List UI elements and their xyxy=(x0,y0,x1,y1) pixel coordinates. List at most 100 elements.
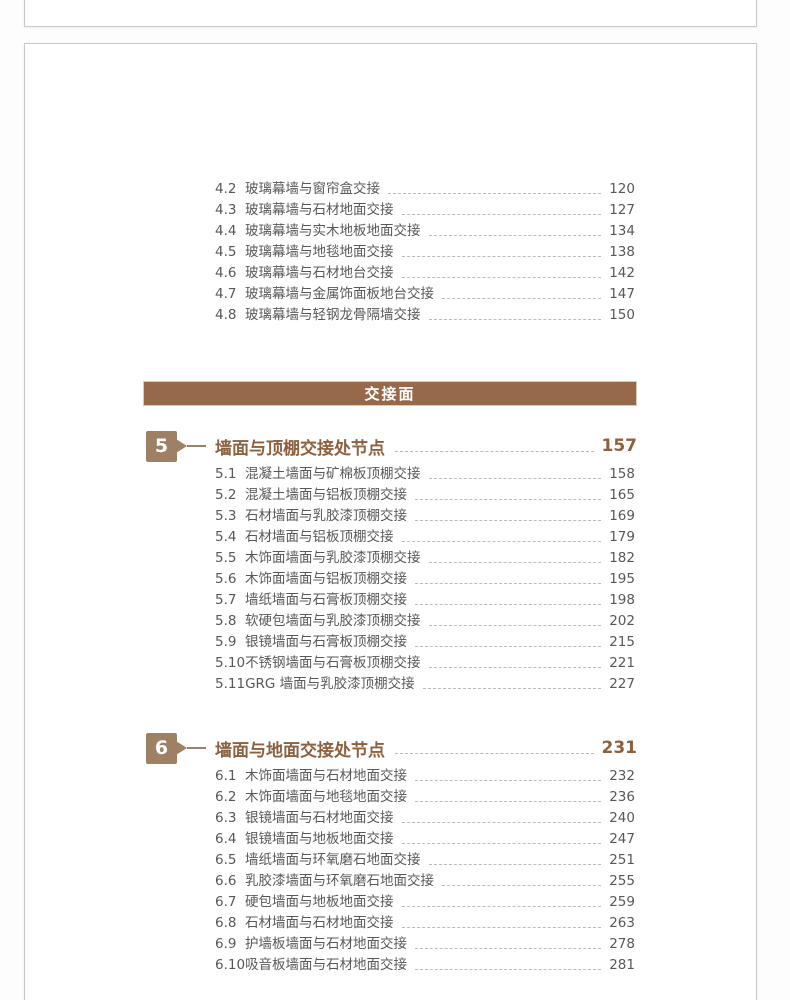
entry-number: 6.9 xyxy=(215,936,237,952)
entry-title: 石材墙面与铝板顶棚交接 xyxy=(245,529,394,545)
dotted-leader xyxy=(401,906,601,907)
entry-title: 乳胶漆墙面与环氧磨石地面交接 xyxy=(245,873,434,889)
dotted-leader xyxy=(401,541,601,542)
entry-number: 4.5 xyxy=(215,244,237,260)
chapter-title: 墙面与地面交接处节点 xyxy=(215,740,385,761)
entry-title: 吸音板墙面与石材地面交接 xyxy=(245,957,408,973)
entry-page-number: 134 xyxy=(609,223,635,239)
entry-page-number: 215 xyxy=(609,634,635,650)
chapter-5-marker: 5 xyxy=(146,430,206,462)
dotted-leader xyxy=(442,298,601,299)
entry-page-number: 198 xyxy=(609,592,635,608)
entry-title: 木饰面墙面与地毯地面交接 xyxy=(245,789,407,805)
chapter-5-header: 5 墙面与顶棚交接处节点 157 xyxy=(25,429,637,463)
marker-arrow-icon xyxy=(176,741,187,755)
entry-page-number: 165 xyxy=(609,487,635,503)
toc-entry: 4.2 玻璃幕墙与窗帘盒交接 120 xyxy=(215,179,635,200)
toc-entry: 6.6 乳胶漆墙面与环氧磨石地面交接 255 xyxy=(215,871,635,892)
dotted-leader xyxy=(428,625,601,626)
chapter-dotted-leader xyxy=(395,752,594,754)
chapter-6-marker: 6 xyxy=(146,732,206,764)
dotted-leader xyxy=(415,646,601,647)
dotted-leader xyxy=(415,604,601,605)
entry-page-number: 150 xyxy=(609,307,635,323)
entry-number: 4.2 xyxy=(215,181,237,197)
chapter-dotted-leader xyxy=(395,450,594,452)
entry-page-number: 227 xyxy=(609,676,635,692)
dotted-leader xyxy=(442,885,601,886)
entry-number: 5.1 xyxy=(215,466,237,482)
entry-page-number: 263 xyxy=(609,915,635,931)
chapter-number-box: 5 xyxy=(146,430,177,462)
dotted-leader xyxy=(401,214,601,215)
entry-title: 玻璃幕墙与石材地台交接 xyxy=(245,265,394,281)
entry-number: 4.8 xyxy=(215,307,237,323)
entry-title: 石材墙面与乳胶漆顶棚交接 xyxy=(245,508,407,524)
entry-title: 护墙板墙面与石材地面交接 xyxy=(245,936,407,952)
toc-entry: 6.10 吸音板墙面与石材地面交接 281 xyxy=(215,955,635,976)
chapter-page-number: 157 xyxy=(601,436,638,456)
entry-title: 不锈钢墙面与石膏板顶棚交接 xyxy=(245,655,421,671)
entry-title: 软硬包墙面与乳胶漆顶棚交接 xyxy=(245,613,421,629)
toc-entry: 5.11 GRG 墙面与乳胶漆顶棚交接 227 xyxy=(215,674,635,695)
entry-number: 5.11 xyxy=(215,676,246,692)
entry-title: 玻璃幕墙与轻钢龙骨隔墙交接 xyxy=(245,307,421,323)
toc-entry: 4.8 玻璃幕墙与轻钢龙骨隔墙交接 150 xyxy=(215,305,635,326)
toc-entry: 5.6 木饰面墙面与铝板顶棚交接 195 xyxy=(215,569,635,590)
dotted-leader xyxy=(415,583,601,584)
chapter-page-number: 231 xyxy=(601,738,638,758)
entry-page-number: 247 xyxy=(609,831,635,847)
toc-entry: 5.7 墙纸墙面与石膏板顶棚交接 198 xyxy=(215,590,635,611)
toc-entry: 6.7 硬包墙面与地板地面交接 259 xyxy=(215,892,635,913)
toc-page-content: 4.2 玻璃幕墙与窗帘盒交接 120 4.3 玻璃幕墙与石材地面交接 127 4… xyxy=(25,44,756,1000)
toc-entry: 4.6 玻璃幕墙与石材地台交接 142 xyxy=(215,263,635,284)
toc-entry: 6.2 木饰面墙面与地毯地面交接 236 xyxy=(215,787,635,808)
entry-title: 玻璃幕墙与金属饰面板地台交接 xyxy=(245,286,434,302)
entry-page-number: 221 xyxy=(609,655,635,671)
marker-line xyxy=(187,445,206,447)
entry-title: 银镜墙面与石材地面交接 xyxy=(245,810,394,826)
toc-entry: 5.10 不锈钢墙面与石膏板顶棚交接 221 xyxy=(215,653,635,674)
toc-page: 4.2 玻璃幕墙与窗帘盒交接 120 4.3 玻璃幕墙与石材地面交接 127 4… xyxy=(24,43,757,1000)
toc-entry: 5.4 石材墙面与铝板顶棚交接 179 xyxy=(215,527,635,548)
entry-title: 玻璃幕墙与窗帘盒交接 xyxy=(245,181,380,197)
toc-entry: 4.7 玻璃幕墙与金属饰面板地台交接 147 xyxy=(215,284,635,305)
entry-page-number: 251 xyxy=(609,852,635,868)
entry-page-number: 158 xyxy=(609,466,635,482)
entry-number: 5.9 xyxy=(215,634,237,650)
entry-title: 混凝土墙面与铝板顶棚交接 xyxy=(245,487,407,503)
dotted-leader xyxy=(415,969,601,970)
entry-number: 5.10 xyxy=(215,655,246,671)
chapter-5-entries: 5.1 混凝土墙面与矿棉板顶棚交接 158 5.2 混凝土墙面与铝板顶棚交接 1… xyxy=(215,464,635,695)
dotted-leader xyxy=(388,193,601,194)
entry-number: 6.10 xyxy=(215,957,246,973)
dotted-leader xyxy=(415,780,601,781)
entry-page-number: 202 xyxy=(609,613,635,629)
entry-number: 5.4 xyxy=(215,529,237,545)
entry-number: 6.7 xyxy=(215,894,237,910)
entry-page-number: 138 xyxy=(609,244,635,260)
toc-entry: 6.9 护墙板墙面与石材地面交接 278 xyxy=(215,934,635,955)
toc-entry: 6.1 木饰面墙面与石材地面交接 232 xyxy=(215,766,635,787)
entry-number: 5.8 xyxy=(215,613,237,629)
entry-number: 4.3 xyxy=(215,202,237,218)
entry-page-number: 278 xyxy=(609,936,635,952)
entry-number: 5.6 xyxy=(215,571,237,587)
entry-page-number: 179 xyxy=(609,529,635,545)
marker-arrow-icon xyxy=(176,439,187,453)
dotted-leader xyxy=(415,801,601,802)
entry-number: 5.5 xyxy=(215,550,237,566)
dotted-leader xyxy=(428,562,601,563)
entry-title: 银镜墙面与石膏板顶棚交接 xyxy=(245,634,407,650)
entry-number: 6.8 xyxy=(215,915,237,931)
entry-number: 5.7 xyxy=(215,592,237,608)
dotted-leader xyxy=(401,843,601,844)
chapter-6-entries: 6.1 木饰面墙面与石材地面交接 232 6.2 木饰面墙面与地毯地面交接 23… xyxy=(215,766,635,976)
chapter-6-header: 6 墙面与地面交接处节点 231 xyxy=(25,731,637,765)
toc-entry: 5.1 混凝土墙面与矿棉板顶棚交接 158 xyxy=(215,464,635,485)
dotted-leader xyxy=(401,256,601,257)
entry-number: 5.3 xyxy=(215,508,237,524)
chapter-4-entries: 4.2 玻璃幕墙与窗帘盒交接 120 4.3 玻璃幕墙与石材地面交接 127 4… xyxy=(215,179,635,326)
entry-page-number: 195 xyxy=(609,571,635,587)
entry-number: 6.4 xyxy=(215,831,237,847)
